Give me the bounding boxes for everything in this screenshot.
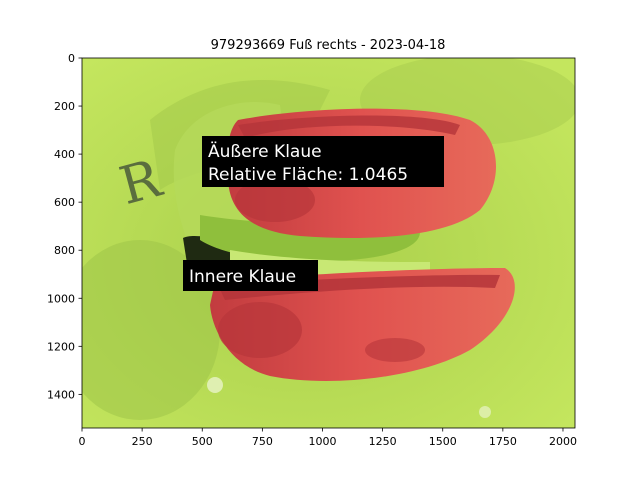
y-tick-label: 0 bbox=[68, 52, 75, 65]
x-tick-label: 750 bbox=[252, 435, 273, 448]
hoof-photo: R bbox=[82, 58, 575, 428]
x-tick-label: 500 bbox=[192, 435, 213, 448]
y-tick-label: 600 bbox=[54, 196, 75, 209]
x-tick-label: 1750 bbox=[489, 435, 517, 448]
annotation-inner-claw-line1: Innere Klaue bbox=[189, 267, 296, 287]
x-tick-label: 2000 bbox=[549, 435, 577, 448]
x-tick-label: 1250 bbox=[369, 435, 397, 448]
annotation-box bbox=[202, 136, 444, 187]
y-tick-label: 1400 bbox=[47, 388, 75, 401]
annotation-outer-claw-line1: Äußere Klaue bbox=[208, 141, 322, 162]
x-axis: 0 250 500 750 1000 1250 1500 1750 2000 bbox=[79, 428, 577, 448]
figure-title: 979293669 Fuß rechts - 2023-04-18 bbox=[211, 38, 446, 53]
annotation-outer-claw-line2: Relative Fläche: 1.0465 bbox=[208, 165, 408, 185]
annotation-box bbox=[183, 260, 318, 291]
inner-claw bbox=[210, 268, 515, 381]
y-tick-label: 400 bbox=[54, 148, 75, 161]
annotation-inner-claw: Innere Klaue bbox=[183, 260, 318, 291]
x-tick-label: 1500 bbox=[429, 435, 457, 448]
annotation-outer-claw: Äußere Klaue Relative Fläche: 1.0465 bbox=[202, 136, 444, 187]
y-tick-label: 1000 bbox=[47, 292, 75, 305]
x-tick-label: 1000 bbox=[308, 435, 336, 448]
axes-frame bbox=[81, 57, 576, 429]
y-tick-label: 800 bbox=[54, 244, 75, 257]
x-tick-label: 250 bbox=[132, 435, 153, 448]
y-tick-label: 200 bbox=[54, 100, 75, 113]
y-tick-label: 1200 bbox=[47, 340, 75, 353]
y-axis: 0 200 400 600 800 1000 1200 1400 bbox=[47, 52, 82, 401]
x-tick-label: 0 bbox=[79, 435, 86, 448]
